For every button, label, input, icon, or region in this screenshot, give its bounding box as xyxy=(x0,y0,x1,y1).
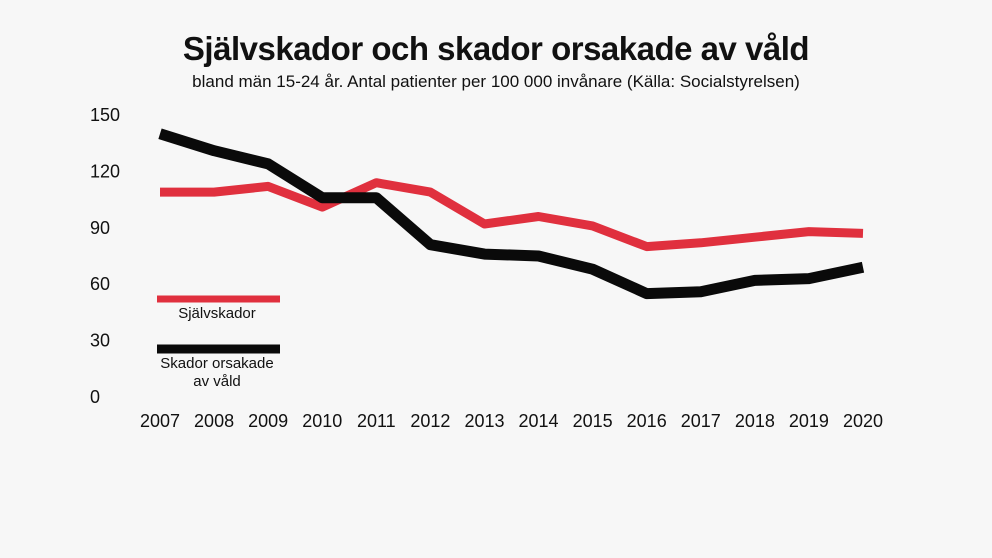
x-tick-label: 2008 xyxy=(194,411,234,431)
x-tick-label: 2020 xyxy=(843,411,883,431)
series-line-1 xyxy=(160,178,864,252)
x-tick-label: 2011 xyxy=(357,411,396,431)
series-line-2 xyxy=(158,128,865,300)
x-tick-label: 2018 xyxy=(735,411,775,431)
y-tick-label: 0 xyxy=(90,387,100,407)
chart-title: Självskador och skador orsakade av våld xyxy=(182,30,810,67)
legend-label-2: Skador orsakade xyxy=(160,355,273,372)
y-tick-label: 120 xyxy=(90,161,120,181)
x-axis: 2007 2008 2009 2010 2011 2012 2013 2014 2015 2016… xyxy=(140,411,883,431)
legend-label-2: av våld xyxy=(193,373,241,390)
x-tick-label: 2010 xyxy=(302,411,342,431)
legend-swatch-1 xyxy=(157,295,280,303)
x-tick-label: 2016 xyxy=(627,411,667,431)
y-tick-label: 60 xyxy=(90,274,110,294)
x-tick-label: 2007 xyxy=(140,411,180,431)
x-tick-label: 2019 xyxy=(789,411,829,431)
x-tick-label: 2009 xyxy=(248,411,288,431)
x-tick-label: 2013 xyxy=(464,411,504,431)
y-axis: 150 120 90 60 30 0 xyxy=(90,105,120,407)
x-tick-label: 2012 xyxy=(410,411,450,431)
y-tick-label: 90 xyxy=(90,218,110,238)
series-lines xyxy=(158,128,865,300)
chart-subtitle: bland män 15-24 år. Antal patienter per … xyxy=(192,72,800,91)
x-tick-label: 2015 xyxy=(573,411,613,431)
legend-swatch-2 xyxy=(157,344,280,354)
y-tick-label: 150 xyxy=(90,105,120,125)
x-tick-label: 2017 xyxy=(681,411,721,431)
y-tick-label: 30 xyxy=(90,331,110,351)
x-tick-label: 2014 xyxy=(519,411,559,431)
legend-label-1: Självskador xyxy=(178,305,256,322)
